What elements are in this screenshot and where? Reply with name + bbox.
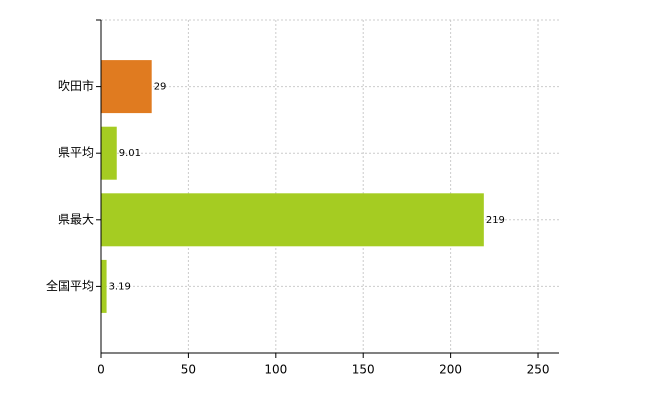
value-label: 3.19 [109,281,131,292]
x-tick-label: 200 [439,363,462,377]
y-tick-label: 吹田市 [58,78,94,93]
x-tick-label: 100 [264,363,287,377]
x-tick-label: 50 [181,363,196,377]
x-tick-label: 0 [97,363,105,377]
y-tick-label: 県最大 [58,212,94,226]
y-tick-label: 全国平均 [46,278,94,293]
x-tick-label: 150 [352,363,375,377]
value-label: 29 [154,82,167,93]
bar [101,259,107,313]
bar [101,60,152,114]
bar [101,193,484,247]
value-label: 9.01 [119,148,141,159]
x-tick-label: 250 [527,363,550,377]
bar [101,126,117,180]
value-label: 219 [486,215,505,226]
y-tick-label: 県平均 [58,146,94,160]
